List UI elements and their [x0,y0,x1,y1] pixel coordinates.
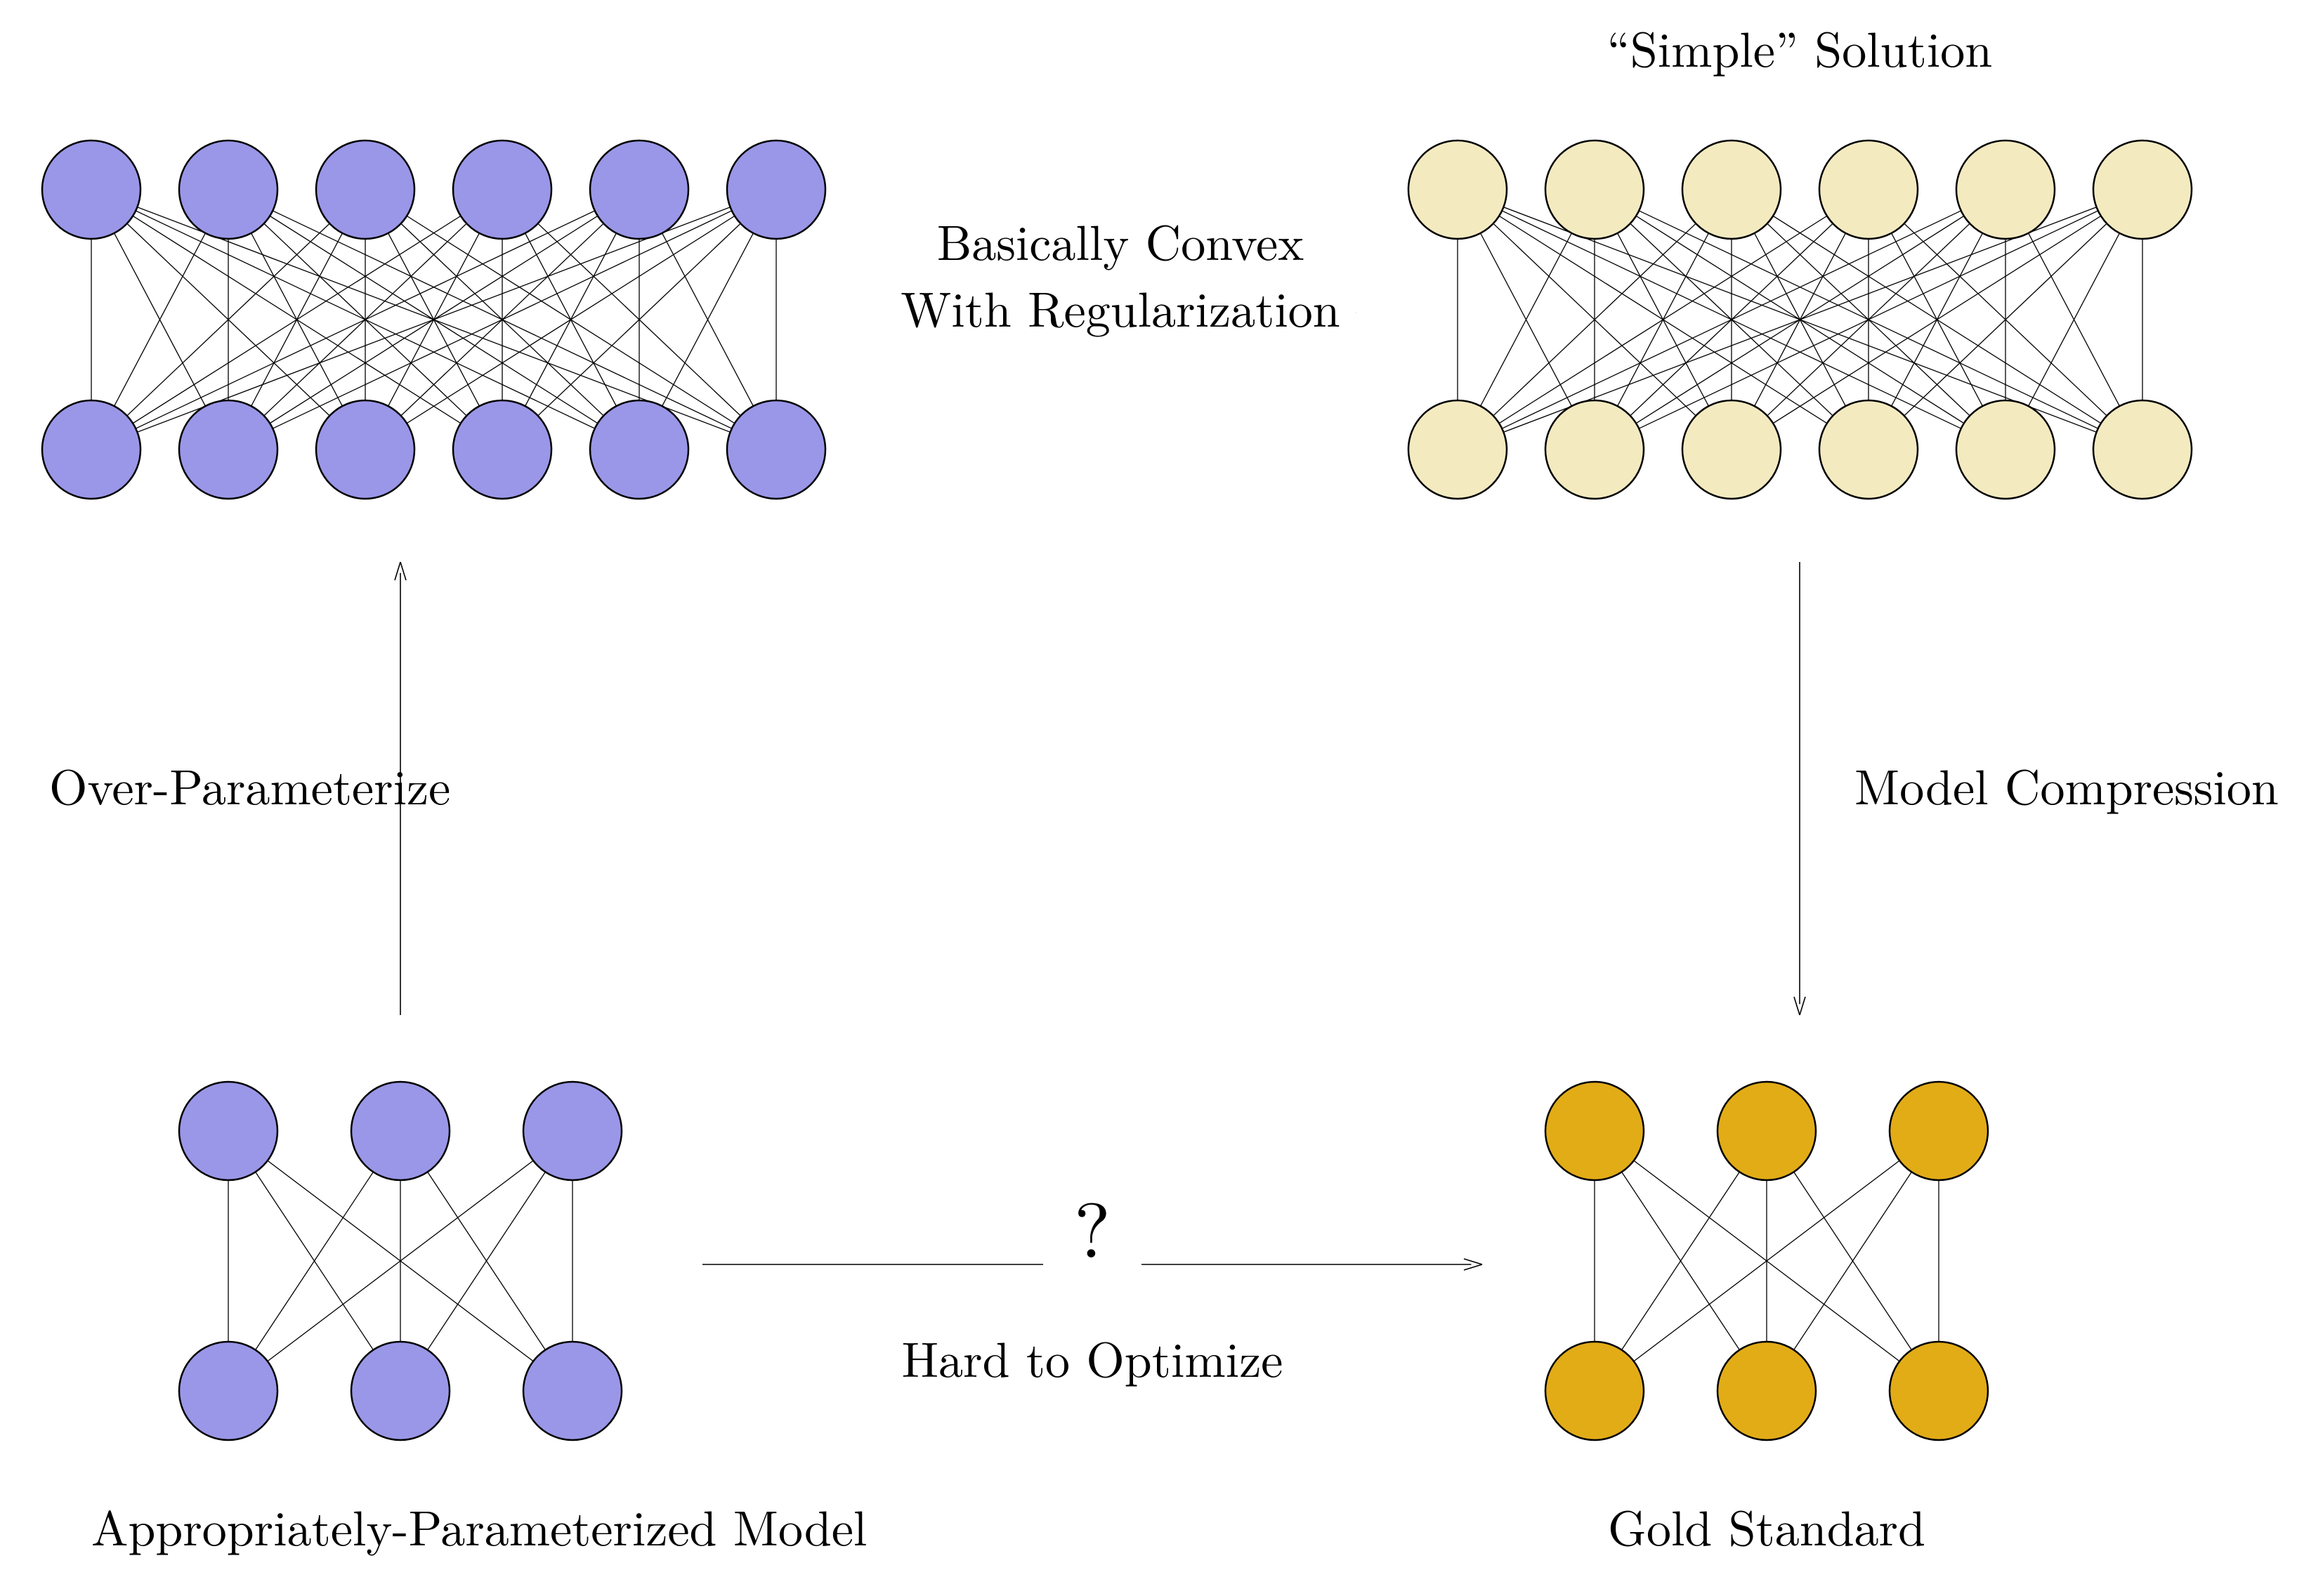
arrow-head [1464,1259,1482,1264]
label-question_mark: ? [1074,1170,1111,1280]
net-node [351,1342,450,1440]
network-bottom-left [179,1082,622,1440]
net-node [1717,1082,1816,1180]
net-node [1682,400,1781,499]
net-node [1545,400,1644,499]
network-top-left-edges [91,190,776,450]
net-node [351,1082,450,1180]
net-node [1819,140,1918,239]
net-node [316,140,414,239]
arrow-head [395,562,400,580]
arrow-head [1800,997,1805,1015]
net-node [1956,400,2055,499]
arrow-head [1464,1264,1482,1270]
net-node [179,400,277,499]
net-node [1682,140,1781,239]
arrow-right [1794,562,1805,1015]
net-node [1890,1342,1988,1440]
label-model_compression: Model Compression [1854,750,2279,819]
label-over_parameterize: Over-Parameterize [49,750,450,819]
net-node [42,400,140,499]
net-node [1408,400,1507,499]
arrow-head [1794,997,1800,1015]
label-gold_standard: Gold Standard [1608,1491,1925,1560]
network-bottom-right [1545,1082,1988,1440]
label-with_regularization: With Regularization [901,272,1340,341]
net-node [179,140,277,239]
net-node [590,400,688,499]
net-node [1819,400,1918,499]
net-node [1545,140,1644,239]
net-node [316,400,414,499]
net-node [2093,140,2192,239]
arrow-head [400,562,406,580]
label-hard_to_optimize: Hard to Optimize [902,1322,1283,1392]
net-node [523,1082,622,1180]
net-node [1890,1082,1988,1180]
net-node [523,1342,622,1440]
net-node [42,140,140,239]
label-basically_convex: Basically Convex [937,205,1304,275]
net-node [179,1342,277,1440]
net-node [727,400,825,499]
label-appropriately_param: Appropriately-Parameterized Model [91,1491,867,1560]
network-top-left [42,140,825,499]
label-simple_solution: “Simple” Solution [1607,12,1992,81]
net-node [1956,140,2055,239]
net-node [727,140,825,239]
network-top-right-edges [1458,190,2142,450]
net-node [453,140,551,239]
net-node [2093,400,2192,499]
net-node [1717,1342,1816,1440]
network-top-right [1408,140,2192,499]
net-node [453,400,551,499]
net-node [1545,1342,1644,1440]
net-node [179,1082,277,1180]
net-node [590,140,688,239]
net-node [1408,140,1507,239]
net-node [1545,1082,1644,1180]
